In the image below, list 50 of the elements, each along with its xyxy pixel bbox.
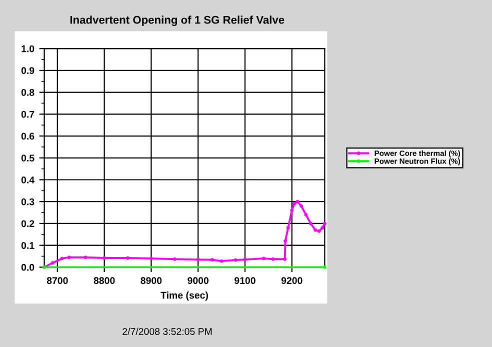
y-tick-label: 0.8 <box>21 89 34 96</box>
x-tick-label: 9000 <box>188 277 209 284</box>
point <box>322 265 326 269</box>
point <box>283 257 287 261</box>
y-tick-label: 0.2 <box>21 220 34 228</box>
point <box>234 258 238 262</box>
y-tick-label: 0.1 <box>21 242 34 249</box>
point <box>300 204 304 208</box>
point <box>196 258 200 262</box>
point <box>317 229 321 233</box>
y-tick-label: 0.7 <box>21 110 34 118</box>
y-tick-label: 0.6 <box>21 132 34 140</box>
y-tick-label: 0.4 <box>21 176 35 184</box>
point <box>172 257 176 261</box>
point <box>292 202 296 206</box>
x-tick-label: 8800 <box>94 277 115 284</box>
x-tick-label: 9100 <box>234 277 256 284</box>
point <box>320 226 324 230</box>
text: 2/7/2008 3:52:05 PM <box>122 328 212 335</box>
point <box>149 256 153 260</box>
chart-title: Inadvertent Opening of 1 SG Relief Valve <box>70 16 284 26</box>
point <box>284 239 288 243</box>
x-axis-title: Time (sec) <box>160 292 208 301</box>
x-tick-label: 8900 <box>140 277 162 284</box>
y-tick-label: 1.0 <box>22 45 34 52</box>
point <box>286 226 290 230</box>
point <box>262 256 266 260</box>
point <box>126 256 130 260</box>
point <box>296 200 300 204</box>
x-tick-label: 8700 <box>46 277 68 284</box>
y-tick-label: 0.9 <box>21 67 34 74</box>
x-tick-label: 9200 <box>281 277 302 284</box>
point <box>102 256 106 260</box>
point <box>50 261 54 265</box>
y-tick-label: 0.5 <box>21 154 34 162</box>
point <box>304 212 308 216</box>
line-series <box>42 200 326 269</box>
point <box>220 259 224 263</box>
point <box>271 257 275 261</box>
point <box>308 222 312 226</box>
point <box>243 258 247 262</box>
y-tick-label: 0.0 <box>21 264 34 271</box>
point <box>60 256 64 260</box>
point <box>210 258 214 262</box>
point <box>322 222 326 226</box>
point <box>67 256 71 260</box>
point <box>314 228 318 232</box>
y-tick-label: 0.3 <box>21 198 34 206</box>
point <box>290 208 294 212</box>
point <box>84 256 88 260</box>
